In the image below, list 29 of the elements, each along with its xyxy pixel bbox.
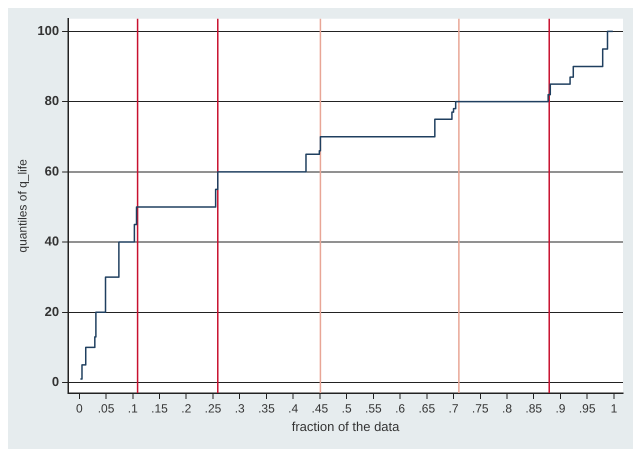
- y-tick-label: 40: [44, 234, 60, 249]
- x-tick-label: .2: [181, 402, 192, 416]
- x-tick-label: .25: [204, 402, 222, 416]
- x-tick-label: .05: [98, 402, 115, 416]
- x-tick-label: .5: [342, 402, 352, 416]
- x-tick-label: .15: [151, 402, 168, 416]
- x-tick-label: .35: [258, 402, 276, 416]
- x-tick-label: .85: [525, 402, 542, 416]
- x-tick-label: .65: [418, 402, 436, 416]
- x-tick-label: .1: [128, 402, 138, 416]
- y-tick-label: 20: [44, 304, 60, 319]
- x-axis-title: fraction of the data: [292, 418, 400, 434]
- x-tick-label: 1: [610, 402, 618, 416]
- x-tick-label: .6: [395, 402, 406, 416]
- x-tick-label: .55: [365, 402, 382, 416]
- x-tick-label: .4: [288, 402, 298, 416]
- x-tick-label: .95: [578, 402, 596, 416]
- x-tick-label: .7: [448, 402, 459, 416]
- x-tick-label: .8: [502, 402, 512, 416]
- x-tick-label: .45: [312, 402, 329, 416]
- x-tick-label: .9: [555, 402, 566, 416]
- y-tick-label: 0: [52, 374, 60, 390]
- x-tick-label: 0: [76, 402, 83, 416]
- x-tick-label: .3: [234, 402, 246, 416]
- x-tick-label: .75: [472, 402, 489, 416]
- y-tick-label: 100: [37, 23, 60, 38]
- y-tick-label: 80: [44, 93, 60, 108]
- y-axis-title: quantiles of q_life: [16, 158, 30, 253]
- y-tick-label: 60: [44, 163, 60, 178]
